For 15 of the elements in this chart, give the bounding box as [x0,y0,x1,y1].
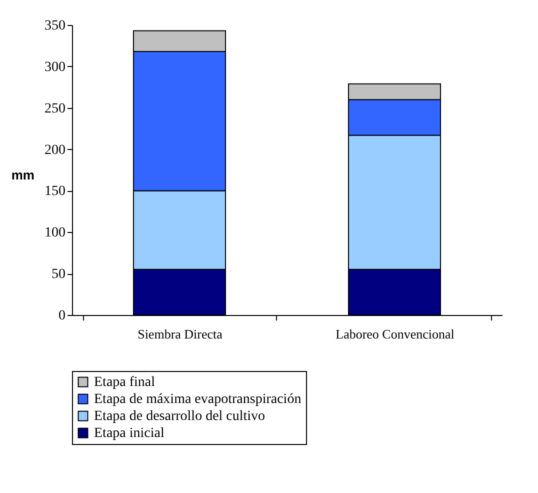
y-axis-title: mm [11,168,34,182]
y-tick-label: 100 [44,226,66,241]
y-tick-label: 0 [58,308,66,324]
legend-label: Etapa inicial [94,426,164,441]
y-tick-label: 150 [44,184,66,200]
y-tick-label: 350 [44,18,66,34]
y-tick-label: 200 [44,142,66,158]
legend-label: Etapa final [94,375,156,390]
legend-label: Etapa de desarrollo del cultivo [94,409,266,424]
x-tick-label: Siembra Directa [138,326,223,342]
y-tick-label: 50 [52,267,66,282]
y-tick-label: 300 [44,60,66,75]
x-tick-label: Laboreo Convencional [336,326,455,342]
legend-label: Etapa de máxima evapotranspiración [94,392,302,407]
y-tick-label: 250 [44,101,66,116]
